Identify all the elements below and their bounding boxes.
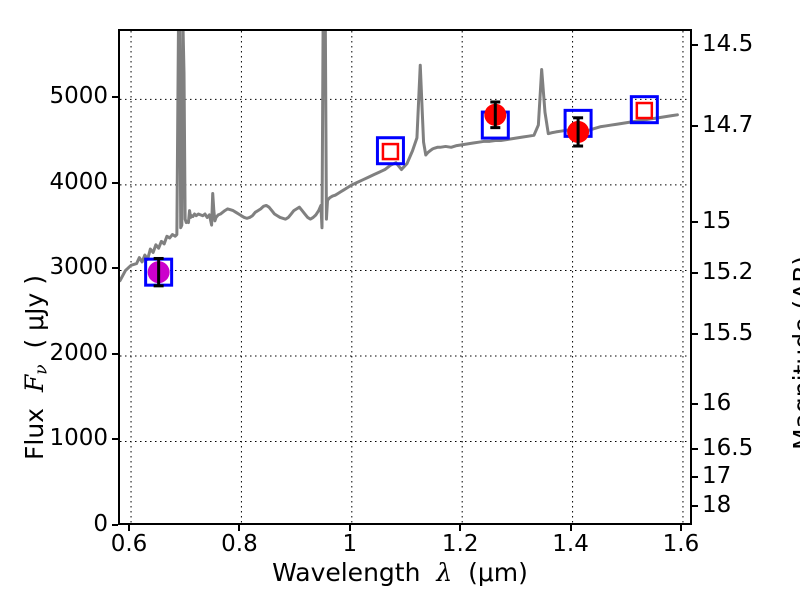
y-tick-label: 2000	[49, 339, 108, 366]
grid-lines	[120, 31, 690, 523]
y-axis-title-subscript: ν	[31, 364, 52, 375]
x-tick-mark	[459, 525, 462, 531]
y-tick-mark	[112, 267, 118, 270]
marker-square-blue	[375, 136, 405, 166]
marker-square-red	[381, 142, 400, 161]
x-tick-mark	[348, 525, 351, 531]
y-axis-title-prefix: Flux	[20, 408, 49, 460]
y-axis-title-unit: ( μJy )	[20, 275, 49, 349]
y-tick-mark	[112, 524, 118, 526]
plot-canvas	[120, 31, 690, 523]
y2-tick-mark	[692, 475, 698, 478]
x-axis-title-unit: (μm)	[468, 558, 528, 587]
y2-tick-label: 15	[702, 208, 732, 235]
y-tick-mark	[112, 352, 118, 355]
x-tick-label: 1.2	[441, 531, 479, 557]
x-tick-label: 1.4	[552, 531, 589, 557]
x-axis-title: Wavelength λ (μm)	[0, 560, 800, 585]
y2-tick-mark	[692, 403, 698, 406]
spectrum-curve	[120, 31, 679, 283]
marker-square-blue	[629, 95, 659, 125]
y-tick-label: 3000	[49, 254, 108, 281]
y2-tick-label: 15.2	[702, 259, 754, 286]
data-markers	[144, 95, 659, 288]
y2-tick-label: 18	[702, 491, 732, 518]
y2-tick-mark	[692, 221, 698, 224]
y2-tick-mark	[692, 447, 698, 450]
y2-tick-mark	[692, 124, 698, 127]
x-tick-mark	[569, 525, 572, 531]
x-tick-mark	[128, 525, 131, 531]
plot-area	[118, 29, 692, 525]
x-tick-mark	[238, 525, 241, 531]
y2-tick-label: 16.5	[702, 434, 754, 461]
spectrum-line	[120, 31, 679, 283]
x-tick-label: 0.8	[221, 531, 258, 557]
y-tick-mark	[112, 96, 118, 99]
y-axis-left-title: Flux Fν ( μJy )	[20, 275, 52, 460]
x-axis-title-symbol: λ	[436, 558, 453, 587]
y2-tick-label: 17	[702, 462, 732, 489]
y2-tick-label: 16	[702, 390, 732, 417]
y-axis-right-title: Magnitude (AB)	[788, 255, 800, 450]
marker-square-red	[635, 101, 654, 120]
x-tick-label: 1	[342, 531, 358, 557]
x-tick-mark	[679, 525, 682, 531]
x-axis-title-text: Wavelength	[272, 558, 421, 587]
x-tick-label: 0.6	[110, 531, 148, 557]
y2-tick-mark	[692, 272, 698, 275]
y-axis-title-symbol: F	[20, 374, 49, 393]
y2-tick-mark	[692, 43, 698, 46]
x-tick-label: 1.6	[662, 531, 700, 557]
y-tick-mark	[112, 438, 118, 441]
y2-tick-label: 14.7	[702, 111, 754, 138]
y-tick-label: 5000	[49, 83, 108, 110]
y-tick-mark	[112, 181, 118, 184]
y2-tick-mark	[692, 504, 698, 507]
y-tick-label: 1000	[49, 425, 108, 452]
y2-tick-mark	[692, 332, 698, 335]
y-tick-label: 0	[93, 511, 108, 537]
y2-tick-label: 15.5	[702, 319, 754, 346]
y2-tick-label: 14.5	[702, 30, 754, 57]
y-tick-label: 4000	[49, 168, 108, 195]
